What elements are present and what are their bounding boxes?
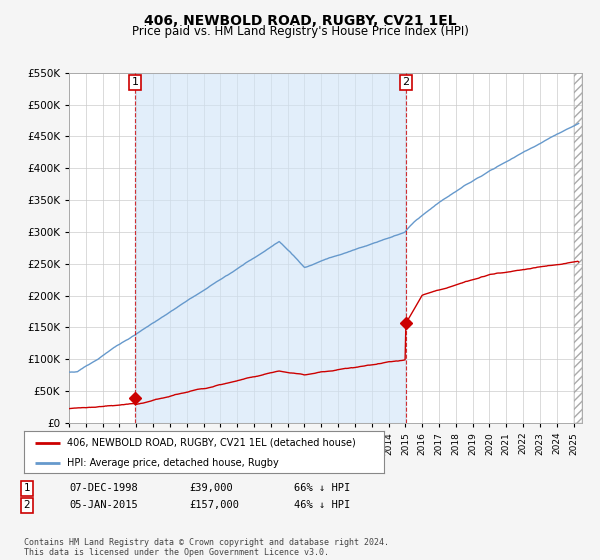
Bar <box>135 73 406 423</box>
Text: 2: 2 <box>23 500 31 510</box>
Text: Contains HM Land Registry data © Crown copyright and database right 2024.
This d: Contains HM Land Registry data © Crown c… <box>24 538 389 557</box>
Text: 2: 2 <box>403 77 409 87</box>
Text: 406, NEWBOLD ROAD, RUGBY, CV21 1EL (detached house): 406, NEWBOLD ROAD, RUGBY, CV21 1EL (deta… <box>67 438 356 448</box>
Text: 46% ↓ HPI: 46% ↓ HPI <box>294 500 350 510</box>
Text: HPI: Average price, detached house, Rugby: HPI: Average price, detached house, Rugb… <box>67 458 279 468</box>
Text: £39,000: £39,000 <box>189 483 233 493</box>
Text: 1: 1 <box>23 483 31 493</box>
Text: 05-JAN-2015: 05-JAN-2015 <box>69 500 138 510</box>
Text: 07-DEC-1998: 07-DEC-1998 <box>69 483 138 493</box>
Text: Price paid vs. HM Land Registry's House Price Index (HPI): Price paid vs. HM Land Registry's House … <box>131 25 469 38</box>
Text: £157,000: £157,000 <box>189 500 239 510</box>
Text: 406, NEWBOLD ROAD, RUGBY, CV21 1EL: 406, NEWBOLD ROAD, RUGBY, CV21 1EL <box>143 14 457 28</box>
Text: 66% ↓ HPI: 66% ↓ HPI <box>294 483 350 493</box>
Text: 1: 1 <box>131 77 139 87</box>
